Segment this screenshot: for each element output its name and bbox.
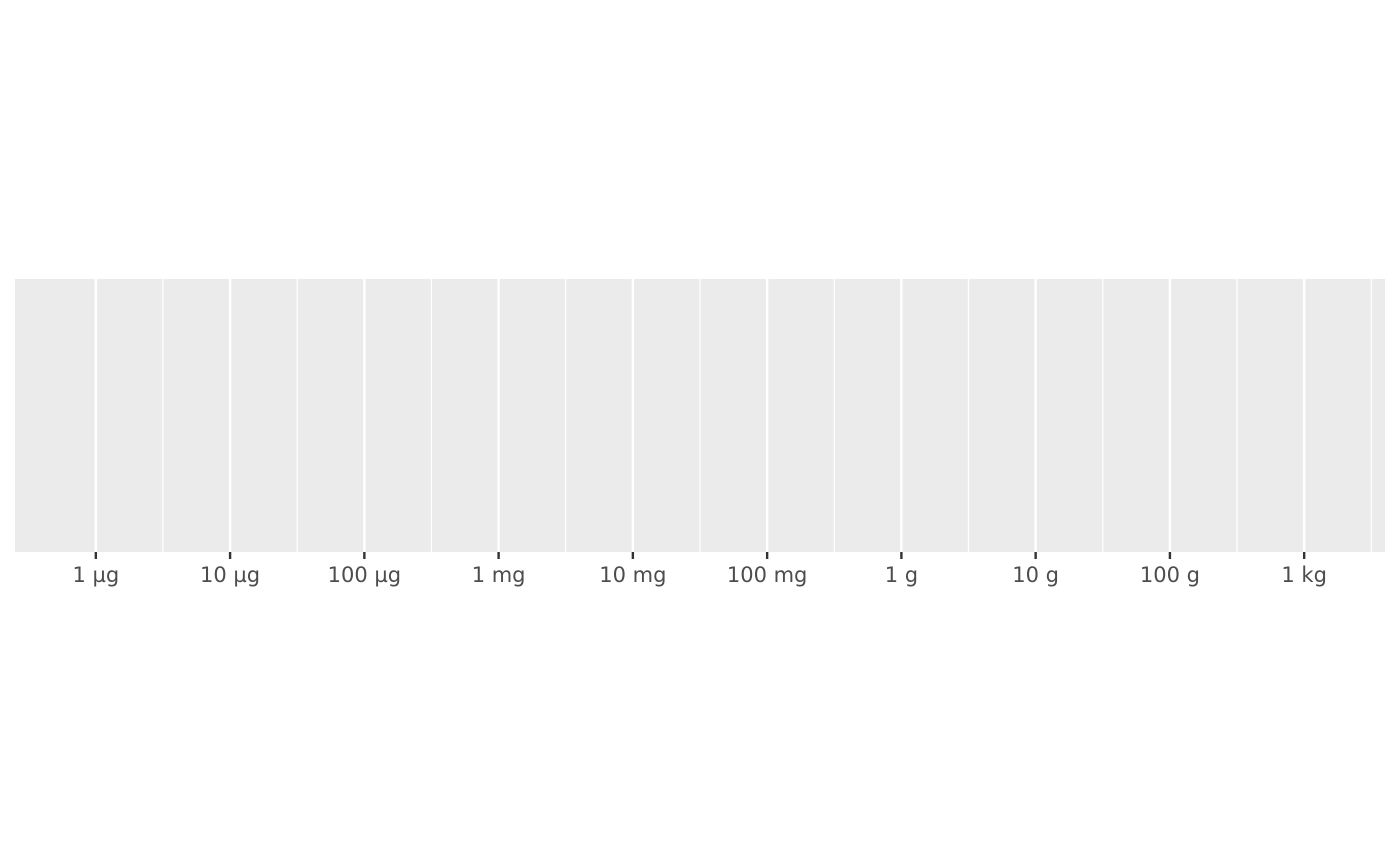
x-tick-label: 1 kg bbox=[1281, 563, 1327, 587]
x-tick-label: 10 µg bbox=[200, 563, 260, 587]
x-axis-ticks bbox=[94, 552, 1306, 559]
x-tick-label: 10 g bbox=[1012, 563, 1059, 587]
x-tick-label: 100 g bbox=[1140, 563, 1200, 587]
x-tick-label: 1 µg bbox=[72, 563, 119, 587]
major-gridlines bbox=[94, 279, 1306, 552]
x-tick-label: 10 mg bbox=[599, 563, 666, 587]
x-tick-label: 1 g bbox=[885, 563, 918, 587]
x-tick-label: 100 µg bbox=[328, 563, 401, 587]
x-tick-label: 100 mg bbox=[727, 563, 808, 587]
minor-gridlines bbox=[162, 279, 1372, 552]
x-axis-tick-labels: 1 µg 10 µg 100 µg 1 mg 10 mg 100 mg 1 g 10 g 100… bbox=[72, 563, 1326, 587]
x-tick-label: 1 mg bbox=[472, 563, 526, 587]
